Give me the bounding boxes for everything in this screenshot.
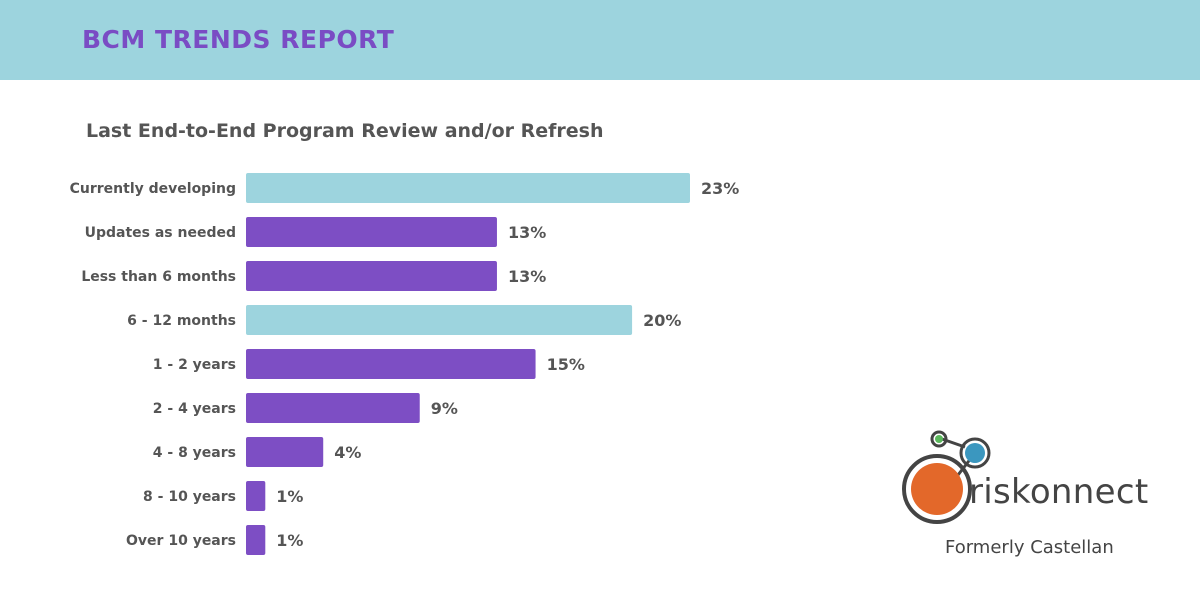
value-label: 23% <box>701 179 739 198</box>
value-label: 13% <box>508 267 546 286</box>
category-label: 8 - 10 years <box>143 489 236 505</box>
category-label: 1 - 2 years <box>153 357 236 373</box>
bar <box>246 481 266 511</box>
bar <box>246 437 324 467</box>
value-label: 1% <box>276 487 303 506</box>
value-label: 15% <box>547 355 585 374</box>
value-label: 9% <box>431 399 458 418</box>
bar <box>246 525 266 555</box>
category-label: 6 - 12 months <box>127 313 236 329</box>
report-title: BCM TRENDS REPORT <box>82 25 395 54</box>
bar <box>246 305 633 335</box>
bar <box>246 261 497 291</box>
bar <box>246 173 690 203</box>
category-label: 2 - 4 years <box>153 401 236 417</box>
category-label: Currently developing <box>70 181 236 197</box>
brand-name: riskonnect <box>969 472 1149 512</box>
category-label: Over 10 years <box>126 533 236 549</box>
bar <box>246 349 536 379</box>
chart-title: Last End-to-End Program Review and/or Re… <box>86 120 604 142</box>
header-band: BCM TRENDS REPORT <box>0 0 1200 80</box>
category-label: Updates as needed <box>85 225 236 241</box>
value-label: 1% <box>276 531 303 550</box>
value-label: 13% <box>508 223 546 242</box>
bar <box>246 217 497 247</box>
bar <box>246 393 420 423</box>
category-label: Less than 6 months <box>81 269 236 285</box>
category-label: 4 - 8 years <box>153 445 236 461</box>
riskonnect-logo-icon <box>902 430 991 524</box>
brand-tagline: Formerly Castellan <box>945 537 1114 558</box>
value-label: 4% <box>334 443 361 462</box>
value-label: 20% <box>643 311 681 330</box>
